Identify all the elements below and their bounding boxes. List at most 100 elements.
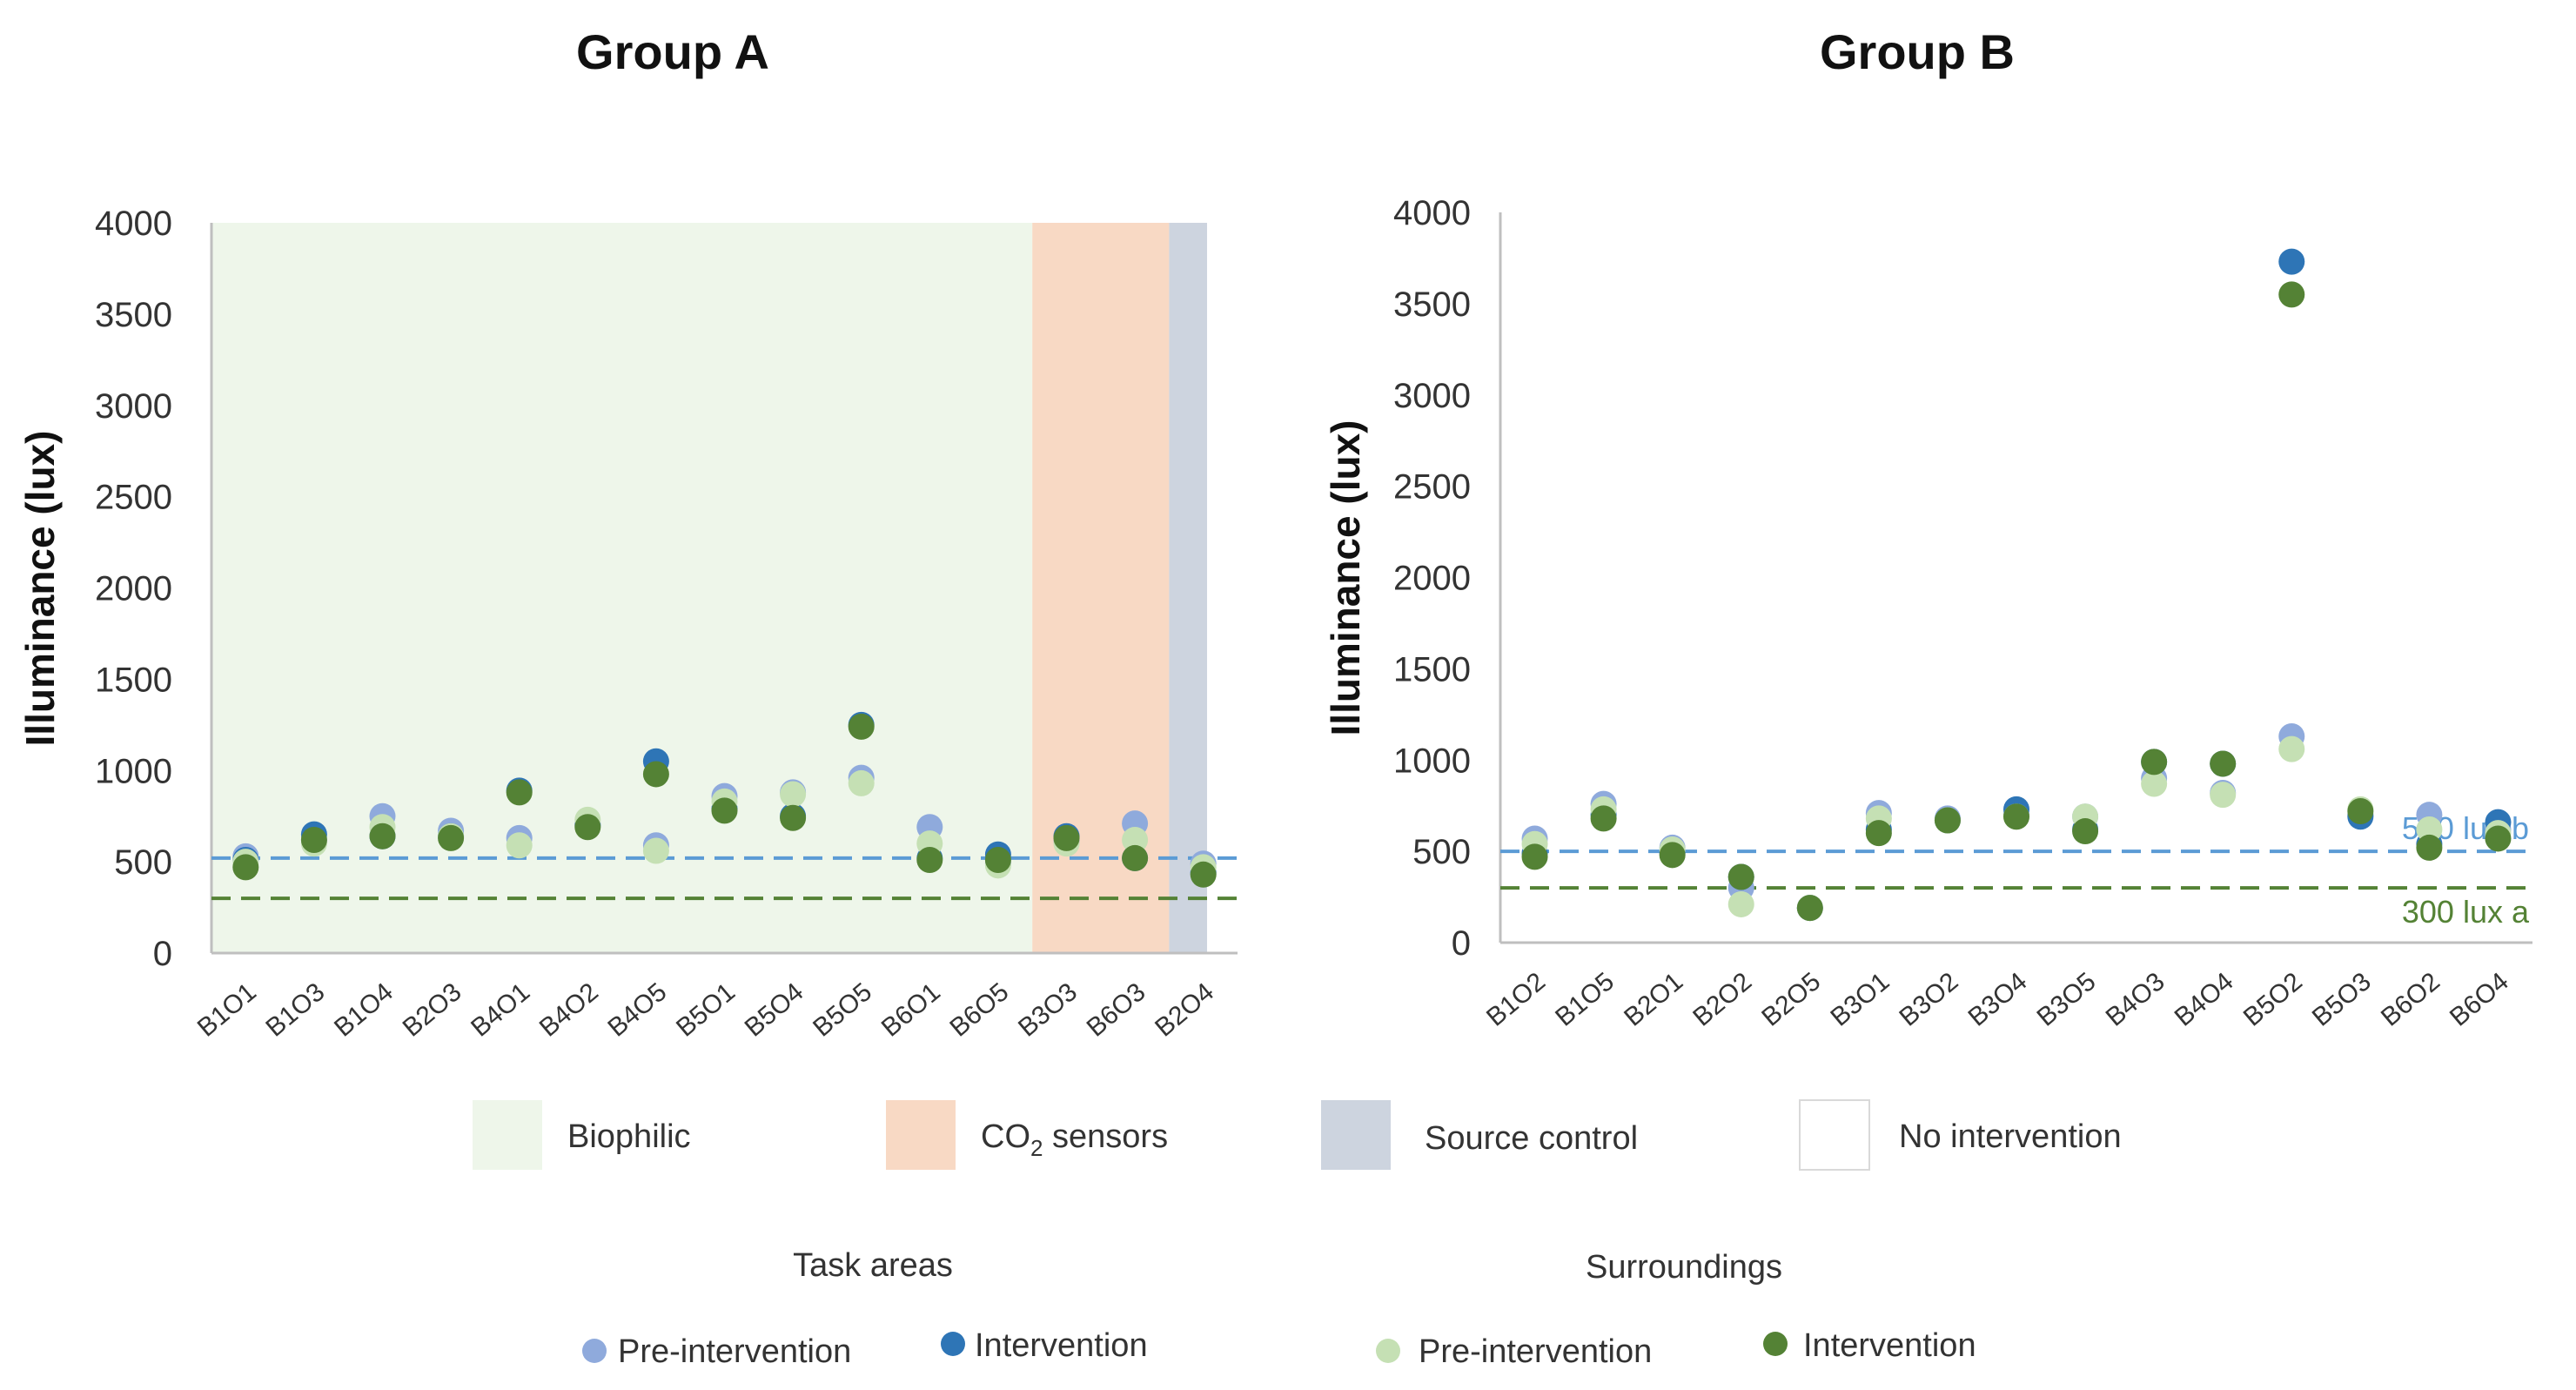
- legend-co2-suffix: sensors: [1043, 1118, 1168, 1155]
- group-b-y-tick-label: 3000: [1393, 377, 1471, 415]
- group-b-y-tick-label: 2000: [1393, 560, 1471, 598]
- group-a-point-s3-b2o3: [438, 824, 465, 851]
- group-a-x-tick-label: B1O1: [192, 977, 262, 1043]
- legend-heading-task-areas: Task areas: [793, 1247, 953, 1284]
- group-a-point-s2-b5o5: [848, 769, 875, 796]
- group-a-x-tick-label: B6O1: [876, 977, 946, 1043]
- group-a-x-tick-label: B6O3: [1082, 977, 1151, 1043]
- legend-dot-task-int: [941, 1332, 965, 1356]
- group-a-point-s3-b1o3: [300, 826, 327, 853]
- legend-swatch-co2: [886, 1100, 956, 1170]
- group-a-point-s3-b4o5: [642, 761, 669, 788]
- group-b-x-tick-label: B5O2: [2238, 967, 2308, 1032]
- group-b-x-tick-label: B5O3: [2307, 967, 2377, 1032]
- group-a-title: Group A: [576, 24, 769, 79]
- group-a-x-tick-label: B5O5: [808, 977, 877, 1043]
- group-a-y-axis-label: Illuminance (lux): [17, 431, 63, 747]
- group-a-point-s2-b4o1: [506, 832, 533, 859]
- group-a-point-s3-b6o5: [984, 847, 1011, 874]
- series-legend: Task areas Surroundings Pre-intervention…: [582, 1247, 1976, 1370]
- group-a-y-tick-label: 3000: [95, 387, 172, 426]
- group-a-point-s3-b3o3: [1053, 824, 1080, 851]
- legend-label-surr-pre: Pre-intervention: [1419, 1333, 1652, 1370]
- group-a-x-tick-label: B1O4: [329, 977, 399, 1043]
- group-b-point-s3-b3o2: [1934, 807, 1961, 834]
- group-b-x-tick-label: B2O1: [1619, 967, 1688, 1032]
- group-b-point-s2-b4o4: [2210, 782, 2237, 809]
- group-a-y-tick-label: 4000: [95, 205, 172, 243]
- group-a-x-tick-label: B5O4: [740, 977, 809, 1043]
- group-b-y-axis-label: Illuminance (lux): [1323, 420, 1368, 736]
- group-b-y-tick-label: 0: [1452, 924, 1471, 963]
- group-b-x-tick-label: B4O3: [2101, 967, 2170, 1032]
- group-b-point-s3-b1o2: [1521, 843, 1548, 870]
- group-b-point-s3-b5o3: [2347, 797, 2374, 824]
- group-b-x-tick-label: B6O4: [2445, 967, 2514, 1032]
- legend-swatch-biophilic: [473, 1100, 542, 1170]
- group-a-x-tick-label: B3O3: [1013, 977, 1083, 1043]
- group-b-y-tick-label: 2500: [1393, 468, 1471, 507]
- group-b-point-s3-b6o4: [2485, 825, 2512, 852]
- group-b-point-s3-b2o1: [1659, 842, 1686, 869]
- group-a-point-s3-b1o4: [369, 823, 396, 849]
- group-a-point-s3-b6o1: [916, 847, 943, 874]
- legend-label-no-intervention: No intervention: [1899, 1118, 2122, 1155]
- group-b-point-s3-b3o1: [1865, 820, 1892, 847]
- group-b-point-s3-b6o2: [2416, 834, 2443, 861]
- group-a-region-co2: [1032, 223, 1170, 953]
- group-a-x-tick-label: B1O3: [260, 977, 330, 1043]
- group-b-y-tick-label: 500: [1412, 833, 1471, 871]
- legend-co2-text: CO: [981, 1118, 1030, 1155]
- group-b-point-s1-b5o2: [2278, 248, 2305, 275]
- group-b-x-tick-label: B6O2: [2376, 967, 2445, 1032]
- group-b-point-s3-b4o3: [2141, 749, 2168, 776]
- group-a-y-tick-label: 2500: [95, 479, 172, 517]
- legend-label-task-int: Intervention: [975, 1327, 1148, 1364]
- group-b-point-s3-b5o2: [2278, 281, 2305, 308]
- group-b-y-tick-label: 3500: [1393, 285, 1471, 324]
- group-b-point-s3-b3o5: [2072, 818, 2099, 845]
- group-a-x-tick-label: B2O3: [398, 977, 467, 1043]
- legend-swatch-no-intervention: [1799, 1099, 1870, 1171]
- group-a-x-tick-label: B4O2: [534, 977, 604, 1043]
- group-a-y-tick-label: 500: [114, 843, 172, 882]
- legend-label-co2: CO2 sensors: [981, 1118, 1168, 1161]
- group-a-region-source: [1169, 223, 1207, 953]
- group-a-region-biophilic: [211, 223, 1033, 953]
- group-b-x-tick-label: B2O2: [1687, 967, 1757, 1032]
- group-a-point-s3-b5o5: [848, 713, 875, 740]
- legend-co2-subscript: 2: [1030, 1135, 1043, 1161]
- group-a-point-s3-b1o1: [232, 854, 259, 881]
- legend-heading-surroundings: Surroundings: [1586, 1249, 1782, 1286]
- group-a-point-s3-b5o1: [711, 797, 738, 824]
- legend-label-biophilic: Biophilic: [567, 1118, 691, 1155]
- group-b-x-tick-label: B1O5: [1550, 967, 1620, 1032]
- group-a-x-tick-label: B2O4: [1150, 977, 1219, 1043]
- group-b-point-s2-b6o2: [2416, 816, 2443, 843]
- group-a-y-tick-label: 3500: [95, 296, 172, 334]
- group-a-point-s3-b5o4: [780, 804, 807, 831]
- group-b-x-tick-label: B3O4: [1963, 967, 2033, 1032]
- legend-swatch-source-control: [1321, 1100, 1391, 1170]
- group-b-point-s2-b2o2: [1727, 890, 1754, 917]
- group-b-title: Group B: [1820, 24, 2015, 79]
- group-b-x-tick-label: B3O1: [1825, 967, 1895, 1032]
- group-b-point-s3-b2o5: [1796, 895, 1823, 922]
- group-a-y-tick-label: 1000: [95, 752, 172, 790]
- group-a-y-tick-label: 0: [153, 935, 172, 973]
- group-a-point-s2-b4o5: [642, 837, 669, 864]
- group-b-y-tick-label: 1000: [1393, 742, 1471, 780]
- legend-dot-task-pre: [582, 1339, 607, 1363]
- group-a-point-s3-b4o2: [574, 814, 601, 841]
- group-b-x-tick-label: B3O2: [1894, 967, 1963, 1032]
- legend-dot-surr-pre: [1376, 1339, 1400, 1363]
- group-b-x-tick-label: B2O5: [1756, 967, 1826, 1032]
- group-a-point-s2-b5o4: [780, 781, 807, 808]
- group-a-x-tick-label: B4O1: [466, 977, 535, 1043]
- group-b-point-s3-b2o2: [1727, 863, 1754, 890]
- group-b-y-tick-label: 1500: [1393, 650, 1471, 688]
- group-a-point-s3-b4o1: [506, 779, 533, 806]
- group-a-x-tick-label: B5O1: [671, 977, 741, 1043]
- area-legend: Biophilic CO2 sensors Source control No …: [473, 1099, 2122, 1171]
